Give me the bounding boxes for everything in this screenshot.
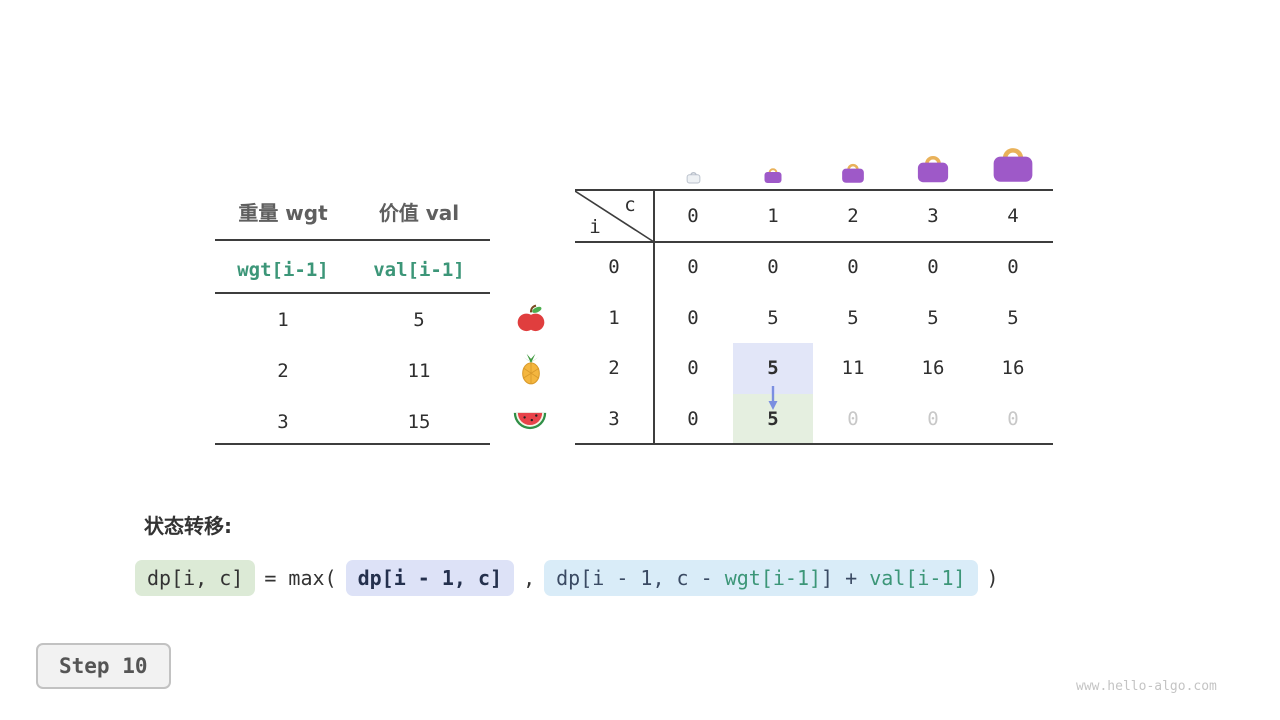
formula-arg2: dp[i - 1, c - wgt[i-1]] + val[i-1] [544,560,978,596]
dp-cell-r1c3: 5 [927,307,939,329]
watermelon-icon [513,412,547,430]
pineapple-icon [522,353,540,385]
ghost-bag-icon [686,171,701,184]
state-transition-formula: dp[i, c] = max( dp[i - 1, c] , dp[i - 1,… [135,560,999,596]
item-table-wgt-2: 2 [277,360,289,382]
formula-arg2-mid: ] + [821,566,870,590]
item-table-wgt-3: 3 [277,411,289,433]
formula-arg2-val: val[i-1] [869,566,966,590]
dp-col-header-1: 1 [767,205,779,227]
dp-cell-r0c3: 0 [927,256,939,278]
dp-cell-r3c0: 0 [687,408,699,430]
dp-cell-r3c3: 0 [927,408,939,430]
item-table-index-val: val[i-1] [373,259,465,281]
dp-cell-r1c4: 5 [1007,307,1019,329]
dp-row-header-2: 2 [608,357,620,379]
apple-icon [517,304,545,332]
dp-col-header-2: 2 [847,205,859,227]
dp-row-header-3: 3 [608,408,620,430]
formula-close-paren: ) [986,566,999,590]
corner-label-i: i [589,216,601,238]
item-table-header-value: 价值 val [378,200,460,225]
item-table-val-2: 11 [407,360,431,382]
dp-cell-r1c1: 5 [767,307,779,329]
formula-lhs: dp[i, c] [135,560,256,596]
formula-arg1: dp[i - 1, c] [345,560,515,596]
dp-cell-r2c4: 16 [1001,357,1025,379]
dp-col-header-3: 3 [927,205,939,227]
dp-cell-r3c2: 0 [847,408,859,430]
item-table-val-3: 15 [407,411,431,433]
dp-cell-r3c1-highlight-target: 5 [767,408,779,430]
watermark-url: www.hello-algo.com [1076,679,1217,694]
bag-small-icon [764,168,782,183]
dp-cell-r1c0: 0 [687,307,699,329]
bag-xlarge-icon [993,148,1033,182]
item-table-val-1: 5 [413,309,425,331]
step-badge: Step 10 [36,643,171,689]
item-table-line-bottom [215,443,490,445]
dp-col-header-0: 0 [687,205,699,227]
formula-arg2-prefix: dp[i - 1, c - [556,566,725,590]
item-table-line-middle [215,292,490,294]
dp-cell-r0c0: 0 [687,256,699,278]
formula-eq-max: = max( [264,566,337,590]
corner-label-c: c [624,194,636,216]
dp-table-line-bottom [575,443,1053,445]
dp-cell-r2c1-highlight-source: 5 [767,357,779,379]
dp-cell-r0c2: 0 [847,256,859,278]
dp-cell-r1c2: 5 [847,307,859,329]
item-table-header-weight: 重量 wgt [238,200,328,225]
bag-medium-icon [842,163,864,183]
bag-large-icon [917,156,949,183]
transition-arrow-icon [768,386,778,410]
dp-cell-r2c3: 16 [921,357,945,379]
formula-arg2-wgt: wgt[i-1] [724,566,822,590]
dp-table-line-vertical [653,189,655,445]
dp-cell-r0c4: 0 [1007,256,1019,278]
state-transition-heading: 状态转移: [144,514,232,538]
dp-row-header-1: 1 [608,307,620,329]
item-table-line-top [215,239,490,241]
dp-table-line-top [575,189,1053,191]
highlight-source-cell-bg [733,343,813,394]
item-table-index-wgt: wgt[i-1] [237,259,329,281]
corner-diagonal-line [575,190,655,243]
dp-cell-r2c0: 0 [687,357,699,379]
dp-cell-r3c4: 0 [1007,408,1019,430]
dp-col-header-4: 4 [1007,205,1019,227]
formula-comma: , [523,566,536,590]
dp-table-line-header [575,241,1053,243]
dp-cell-r2c2: 11 [841,357,865,379]
dp-row-header-0: 0 [608,256,620,278]
item-table-wgt-1: 1 [277,309,289,331]
dp-cell-r0c1: 0 [767,256,779,278]
